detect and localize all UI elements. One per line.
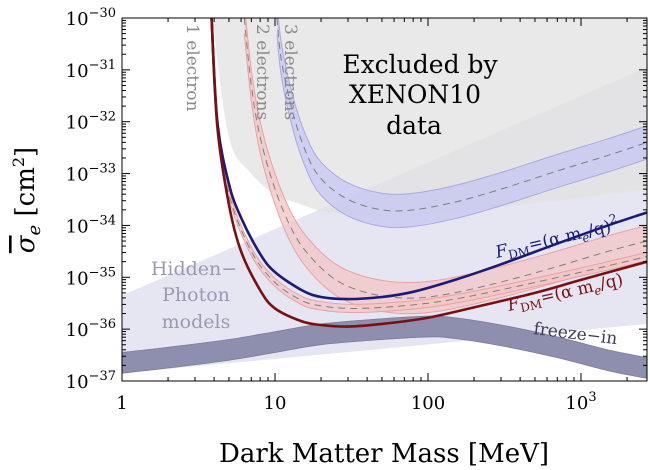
y-tick-label: 10−34 xyxy=(66,213,116,237)
hidden-photon-label-line2: Photon xyxy=(162,284,230,306)
x-tick-label: 103 xyxy=(565,390,596,414)
excluded-label-line2: XENON10 xyxy=(349,80,481,109)
y-tick-label: 10−36 xyxy=(66,317,116,341)
band-2-lower-edge xyxy=(243,33,647,315)
curve-linear-form-factor xyxy=(210,18,647,328)
x-tick-label: 100 xyxy=(411,393,445,414)
curves-layer xyxy=(210,18,647,328)
x-axis-label: Dark Matter Mass [MeV] xyxy=(219,439,549,469)
plot-frame xyxy=(121,17,648,382)
band-label-1-electron: 1 electron xyxy=(182,24,202,111)
ticks-layer: 1 10 100 103 10−30 10−31 10−32 10−33 10−34 10−35 1… xyxy=(66,6,647,414)
band-1-center-dashed xyxy=(211,18,647,309)
band-3-fill xyxy=(276,18,647,228)
band-label-3-electrons: 3 electrons xyxy=(280,24,300,120)
band-2-center-dashed xyxy=(243,18,647,299)
freeze-in-band xyxy=(122,315,647,379)
freeze-in-layer xyxy=(122,315,647,379)
x-tick-label: 1 xyxy=(116,393,127,414)
hidden-photon-label-line1: Hidden− xyxy=(151,258,237,280)
band-2-upper-edge xyxy=(245,18,647,284)
plot-area xyxy=(122,18,647,381)
y-axis-label: σe [cm2] xyxy=(9,147,45,253)
band-1-upper-edge xyxy=(211,18,647,305)
band-label-2-electrons: 2 electrons xyxy=(252,24,272,120)
bands-layer xyxy=(211,18,647,315)
band-3-lower-edge xyxy=(276,34,647,229)
excluded-label-line1: Excluded by xyxy=(342,50,498,79)
x-tick-label: 10 xyxy=(264,393,287,414)
y-tick-label: 10−35 xyxy=(66,265,116,289)
excluded-label-line3: data xyxy=(386,111,442,140)
band-3-upper-edge xyxy=(277,18,647,195)
y-tick-label: 10−37 xyxy=(66,369,116,393)
curve-quadratic-form-factor xyxy=(210,18,647,301)
y-tick-label: 10−31 xyxy=(66,58,116,82)
y-tick-label: 10−33 xyxy=(66,162,116,186)
hidden-photon-label-line3: models xyxy=(162,311,231,333)
y-tick-label: 10−32 xyxy=(66,110,116,134)
y-tick-label: 10−30 xyxy=(66,6,116,30)
